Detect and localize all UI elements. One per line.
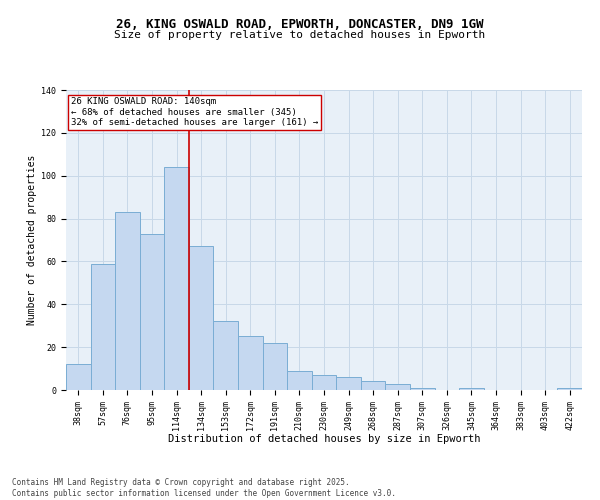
Bar xyxy=(287,370,312,390)
Bar xyxy=(238,336,263,390)
Bar xyxy=(263,343,287,390)
Bar xyxy=(336,377,361,390)
Bar xyxy=(312,375,336,390)
Bar xyxy=(140,234,164,390)
Text: 26 KING OSWALD ROAD: 140sqm
← 68% of detached houses are smaller (345)
32% of se: 26 KING OSWALD ROAD: 140sqm ← 68% of det… xyxy=(71,98,319,128)
Bar xyxy=(557,388,582,390)
Text: 26, KING OSWALD ROAD, EPWORTH, DONCASTER, DN9 1GW: 26, KING OSWALD ROAD, EPWORTH, DONCASTER… xyxy=(116,18,484,30)
Bar xyxy=(189,246,214,390)
Bar xyxy=(459,388,484,390)
Text: Size of property relative to detached houses in Epworth: Size of property relative to detached ho… xyxy=(115,30,485,40)
Bar xyxy=(91,264,115,390)
X-axis label: Distribution of detached houses by size in Epworth: Distribution of detached houses by size … xyxy=(168,434,480,444)
Bar xyxy=(214,322,238,390)
Bar xyxy=(361,382,385,390)
Bar xyxy=(115,212,140,390)
Bar xyxy=(66,364,91,390)
Bar xyxy=(164,167,189,390)
Bar xyxy=(385,384,410,390)
Text: Contains HM Land Registry data © Crown copyright and database right 2025.
Contai: Contains HM Land Registry data © Crown c… xyxy=(12,478,396,498)
Bar xyxy=(410,388,434,390)
Y-axis label: Number of detached properties: Number of detached properties xyxy=(27,155,37,325)
